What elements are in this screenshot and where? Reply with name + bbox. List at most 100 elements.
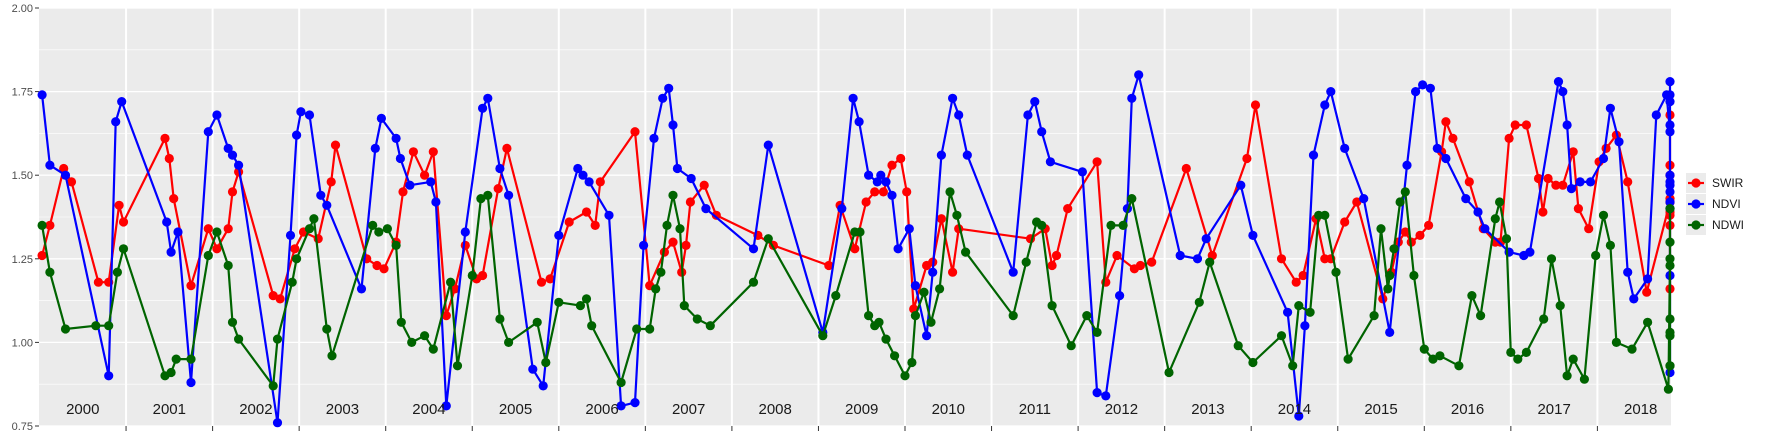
data-point-ndvi xyxy=(272,418,283,428)
data-point-ndvi xyxy=(37,90,47,100)
data-point-ndwi xyxy=(1627,344,1637,354)
data-point-ndwi xyxy=(763,234,773,244)
data-point-ndwi xyxy=(656,267,666,277)
data-point-ndvi xyxy=(604,210,614,220)
data-point-ndwi xyxy=(1118,220,1128,230)
data-point-ndwi xyxy=(287,277,297,287)
data-point-ndwi xyxy=(1665,237,1675,247)
data-point-ndvi xyxy=(504,190,514,200)
year-label: 2000 xyxy=(66,401,99,418)
data-point-ndvi xyxy=(848,93,858,103)
data-point-swir xyxy=(408,147,418,157)
data-point-ndwi xyxy=(112,267,122,277)
data-point-ndwi xyxy=(1008,311,1018,321)
data-point-ndwi xyxy=(1665,361,1675,371)
data-point-swir xyxy=(379,264,389,274)
data-point-ndwi xyxy=(1506,347,1516,357)
data-point-ndvi xyxy=(376,113,386,123)
data-point-ndvi xyxy=(391,133,401,143)
data-point-ndwi xyxy=(272,334,283,344)
data-point-ndvi xyxy=(296,107,306,117)
data-point-ndvi xyxy=(864,170,874,180)
data-point-swir xyxy=(169,194,179,204)
data-point-ndwi xyxy=(1205,257,1215,267)
data-point-swir xyxy=(936,214,947,224)
data-point-ndvi xyxy=(954,110,964,120)
legend-key-point xyxy=(1691,199,1701,209)
year-label: 2017 xyxy=(1537,401,1570,418)
data-point-ndvi xyxy=(1585,177,1596,187)
data-point-ndwi xyxy=(166,367,176,378)
data-point-ndvi xyxy=(1425,83,1435,93)
y-tick-label: 1.25 xyxy=(12,254,33,266)
data-point-ndwi xyxy=(1419,344,1429,354)
data-point-ndvi xyxy=(1665,197,1675,207)
data-point-swir xyxy=(948,267,958,277)
data-point-ndvi xyxy=(1553,77,1564,87)
data-point-swir xyxy=(186,281,196,291)
data-point-swir xyxy=(1352,197,1362,207)
data-point-swir xyxy=(118,217,129,227)
data-point-ndvi xyxy=(1308,150,1319,160)
data-point-ndwi xyxy=(1047,301,1057,311)
data-point-ndwi xyxy=(1495,197,1505,207)
data-point-ndvi xyxy=(1562,120,1572,130)
data-point-ndvi xyxy=(1115,291,1125,301)
legend-label-ndvi: NDVI xyxy=(1712,197,1741,211)
year-label: 2011 xyxy=(1019,401,1051,418)
data-point-swir xyxy=(93,277,103,287)
data-point-swir xyxy=(1291,277,1301,287)
data-point-ndvi xyxy=(904,224,914,234)
series-ndvi xyxy=(37,70,1675,428)
data-point-ndvi xyxy=(1030,97,1040,107)
data-point-swir xyxy=(1448,133,1458,143)
data-point-swir xyxy=(66,177,77,187)
data-point-swir xyxy=(861,197,871,207)
data-point-ndwi xyxy=(1194,297,1204,307)
data-point-swir xyxy=(1092,157,1102,167)
data-point-ndvi xyxy=(1480,224,1490,234)
data-point-swir xyxy=(699,180,709,190)
data-point-swir xyxy=(441,311,451,321)
data-point-ndwi xyxy=(1598,210,1609,220)
data-point-ndwi xyxy=(1490,214,1500,224)
data-point-ndwi xyxy=(818,331,828,341)
data-point-ndwi xyxy=(45,267,55,277)
data-point-swir xyxy=(681,240,691,250)
data-point-ndvi xyxy=(1665,90,1675,100)
data-point-swir xyxy=(290,244,300,254)
data-point-ndvi xyxy=(658,93,668,103)
data-point-swir xyxy=(685,197,696,207)
data-point-ndwi xyxy=(1562,371,1572,381)
year-label: 2008 xyxy=(758,401,791,418)
data-point-ndvi xyxy=(162,217,172,227)
y-tick-label: 2.00 xyxy=(12,3,33,15)
data-point-swir xyxy=(870,187,880,197)
data-point-ndwi xyxy=(1037,220,1047,230)
data-point-swir xyxy=(398,187,408,197)
data-point-ndwi xyxy=(467,270,477,281)
data-point-ndvi xyxy=(1598,153,1609,164)
data-point-ndwi xyxy=(368,220,378,230)
data-point-ndwi xyxy=(1513,354,1523,364)
data-point-ndvi xyxy=(701,204,711,214)
data-point-ndwi xyxy=(910,311,921,321)
data-point-ndvi xyxy=(1175,250,1185,261)
data-point-ndvi xyxy=(1192,254,1203,264)
year-label: 2013 xyxy=(1191,401,1224,418)
data-point-ndwi xyxy=(223,260,233,271)
data-point-ndwi xyxy=(1376,224,1386,234)
data-point-ndvi xyxy=(117,97,127,107)
data-point-swir xyxy=(1642,287,1652,297)
data-point-ndvi xyxy=(573,163,583,174)
data-point-ndwi xyxy=(1385,270,1395,281)
data-point-ndwi xyxy=(907,357,917,368)
data-point-ndvi xyxy=(1037,127,1047,137)
data-point-swir xyxy=(536,277,547,287)
data-point-ndvi xyxy=(370,143,380,153)
data-point-ndwi xyxy=(1305,307,1315,317)
data-point-ndvi xyxy=(186,377,196,388)
data-point-ndvi xyxy=(1575,177,1585,187)
data-point-ndwi xyxy=(476,194,486,204)
data-point-ndvi xyxy=(1665,97,1675,107)
